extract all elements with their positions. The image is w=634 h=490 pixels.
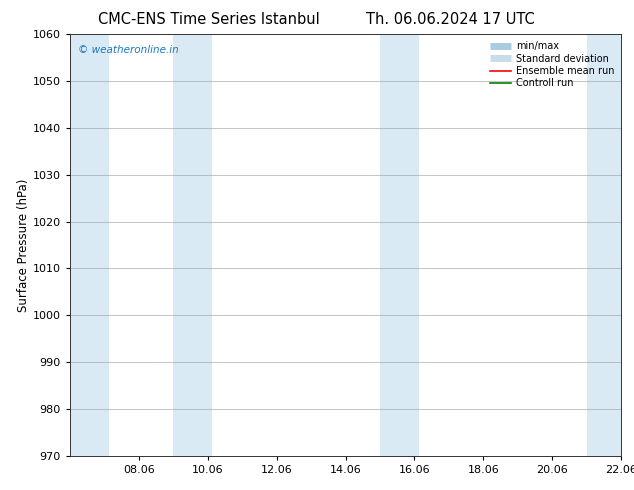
Bar — [173, 34, 212, 456]
Bar — [587, 34, 621, 456]
Text: © weatheronline.in: © weatheronline.in — [78, 45, 179, 55]
Text: Th. 06.06.2024 17 UTC: Th. 06.06.2024 17 UTC — [366, 12, 534, 27]
Bar — [70, 34, 108, 456]
Text: CMC-ENS Time Series Istanbul: CMC-ENS Time Series Istanbul — [98, 12, 320, 27]
Legend: min/max, Standard deviation, Ensemble mean run, Controll run: min/max, Standard deviation, Ensemble me… — [488, 39, 616, 90]
Y-axis label: Surface Pressure (hPa): Surface Pressure (hPa) — [17, 178, 30, 312]
Bar — [380, 34, 419, 456]
